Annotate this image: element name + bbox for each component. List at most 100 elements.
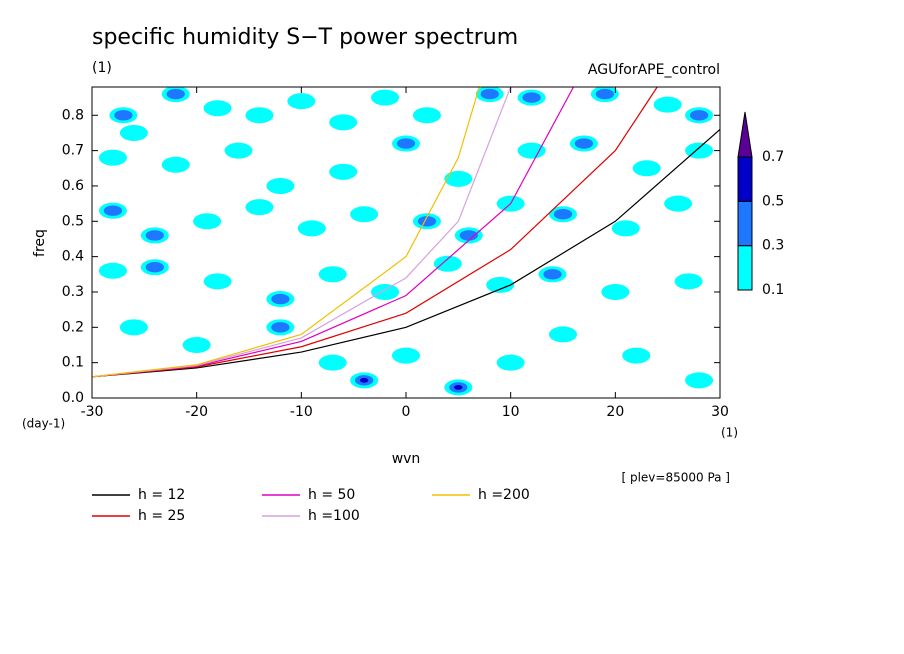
y-axis-label: freq: [32, 229, 48, 257]
subtitle: (1): [92, 60, 112, 76]
contour-cell: [632, 160, 661, 177]
contour-cell: [297, 220, 326, 237]
contour-cell: [553, 209, 573, 220]
contour-cell: [396, 138, 416, 149]
contour-cell: [98, 262, 127, 279]
x-tick-label: -20: [185, 404, 208, 420]
contour-cell: [245, 199, 274, 216]
contour-cell: [203, 100, 232, 117]
colorbar-label: 0.3: [762, 238, 784, 254]
contour-cell: [98, 149, 127, 166]
contour-cell: [350, 206, 379, 223]
contour-cell: [318, 354, 347, 371]
colorbar-box: [737, 156, 753, 202]
colorbar-box: [737, 200, 753, 247]
contour-cell: [549, 326, 577, 343]
contour-cell: [522, 92, 541, 103]
experiment: AGUforAPE_control: [588, 62, 720, 78]
contour-cell: [371, 283, 400, 300]
legend-label: h =200: [478, 487, 530, 503]
contour-field: [98, 87, 714, 396]
y-tick-label: 0.3: [62, 284, 84, 300]
legend-label: h =100: [308, 508, 360, 524]
contour-cell: [412, 107, 441, 124]
contour-cell: [444, 170, 473, 187]
contour-cell: [417, 216, 437, 227]
y-tick-label: 0.6: [62, 178, 84, 194]
contour-cell: [287, 93, 316, 110]
contour-cell: [454, 384, 463, 390]
x-tick-label: -30: [81, 404, 104, 420]
level-note: [ plev=85000 Pa ]: [621, 471, 730, 485]
contour-cell: [119, 124, 148, 141]
contour-cell: [182, 336, 211, 353]
contour-cell: [271, 322, 290, 333]
chart-title: specific humidity S−T power spectrum: [92, 25, 518, 50]
contour-cell: [689, 110, 709, 121]
curves: [92, 87, 720, 378]
y-tick-label: 0.4: [62, 249, 84, 265]
contour-cell: [371, 89, 400, 106]
contour-cell: [145, 262, 164, 273]
dispersion-curve: [92, 128, 720, 378]
colorbar-label: 0.5: [762, 193, 784, 209]
colorbar-triangle: [737, 111, 753, 158]
x-tick-label: 30: [711, 404, 729, 420]
contour-cell: [359, 377, 369, 383]
x-tick-label: 0: [402, 404, 411, 420]
contour-cell: [166, 88, 185, 100]
contour-cell: [103, 205, 123, 216]
x-unit: (1): [721, 426, 738, 440]
contour-cell: [433, 255, 462, 272]
colorbar-label: 0.1: [762, 282, 784, 298]
contour-cell: [595, 88, 614, 100]
contour-cell: [193, 213, 222, 230]
y-tick-label: 0.0: [62, 390, 84, 406]
contour-cell: [486, 276, 515, 293]
y-unit: (day-1): [22, 417, 65, 431]
contour-cell: [119, 319, 148, 336]
legend-label: h = 50: [308, 487, 355, 503]
dispersion-curve: [92, 87, 658, 378]
contour-cell: [114, 110, 133, 121]
contour-cell: [203, 273, 232, 290]
contour-cell: [496, 354, 525, 371]
contour-cell: [480, 88, 499, 100]
contour-cell: [674, 273, 703, 290]
x-tick-label: 10: [502, 404, 520, 420]
y-tick-label: 0.2: [62, 319, 84, 335]
contour-cell: [318, 266, 347, 283]
contour-cell: [245, 107, 274, 124]
contour-cell: [653, 96, 682, 113]
contour-cell: [574, 138, 594, 149]
contour-cell: [664, 195, 693, 212]
contour-cell: [611, 220, 640, 237]
colorbar-box: [737, 245, 753, 291]
colorbar-label: 0.7: [762, 149, 784, 165]
contour-cell: [161, 156, 190, 173]
y-tick-label: 0.7: [62, 143, 84, 159]
x-tick-label: -10: [290, 404, 313, 420]
x-axis-label: wvn: [392, 451, 421, 467]
contour-cell: [329, 163, 358, 180]
legend-label: h = 12: [138, 487, 185, 503]
contour-cell: [329, 114, 358, 131]
y-tick-label: 0.5: [62, 213, 84, 229]
contour-cell: [459, 230, 478, 241]
dispersion-curve: [92, 87, 480, 378]
contour-cell: [145, 230, 164, 241]
x-tick-label: 20: [606, 404, 624, 420]
contour-cell: [622, 347, 651, 364]
contour-cell: [271, 293, 290, 305]
contour-cell: [392, 347, 420, 364]
contour-cell: [266, 177, 295, 194]
contour-cell: [224, 142, 253, 159]
contour-cell: [543, 269, 562, 280]
y-tick-label: 0.1: [62, 355, 84, 371]
contour-cell: [517, 142, 546, 159]
legend-label: h = 25: [138, 508, 185, 524]
y-tick-label: 0.8: [62, 107, 84, 123]
contour-cell: [601, 283, 630, 300]
contour-cell: [685, 372, 714, 389]
